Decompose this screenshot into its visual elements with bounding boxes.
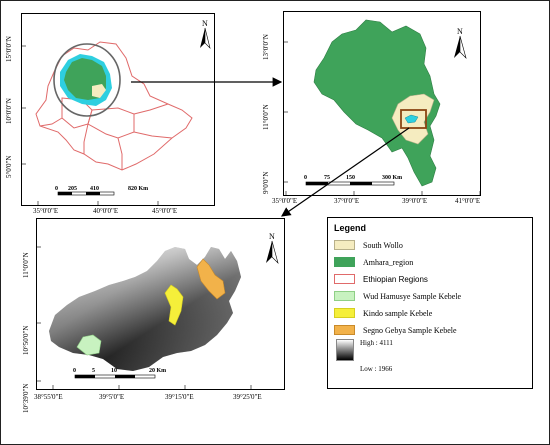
- lat-label: 10°39'0"N: [22, 383, 30, 413]
- legend-swatch: [334, 240, 355, 250]
- lon-label: 41°0'0"E: [455, 197, 481, 205]
- ethiopia-map-panel: N 0 205 410 820 Km: [21, 13, 215, 206]
- elevation-ramp: [336, 339, 354, 361]
- lat-label: 13°0'0"N: [262, 34, 270, 60]
- lat-label: 5°0'0"N: [5, 155, 13, 178]
- amhara-map: N 0 75 150 300 Km: [284, 19, 480, 195]
- lat-label: 10°0'0"N: [5, 98, 13, 124]
- lat-label: 11°0'0"N: [262, 104, 270, 130]
- legend-swatch: [334, 291, 355, 301]
- study-area-box: [400, 109, 427, 129]
- scale-tick: 0: [73, 368, 76, 374]
- north-label: N: [457, 27, 463, 36]
- lon-label: 45°0'0"E: [152, 207, 178, 215]
- legend-swatch: [334, 257, 355, 267]
- scale-tick: 20 Km: [149, 368, 166, 374]
- lat-label: 15°0'0"N: [5, 36, 13, 62]
- legend-item: Wud Hamusye Sample Kebele: [334, 289, 461, 303]
- scale-bar: 0 5 10 20 Km: [73, 368, 166, 379]
- scale-tick: 75: [324, 175, 330, 181]
- legend: Legend South Wollo Amhara_region Ethiopi…: [327, 217, 533, 389]
- legend-label: Amhara_region: [363, 257, 414, 267]
- lon-label: 37°0'0"E: [334, 197, 360, 205]
- elevation-low-label: Low : 1966: [360, 365, 393, 373]
- ethiopian-regions: [35, 41, 193, 171]
- legend-swatch: [334, 308, 355, 318]
- lat-label: 9°0'0"N: [262, 171, 270, 194]
- legend-label: Ethiopian Regions: [363, 274, 428, 284]
- elevation-high-label: High : 4111: [360, 339, 393, 347]
- lon-label: 39°15'0"E: [165, 393, 194, 401]
- segno-gebya-kebele: [196, 258, 226, 300]
- lat-label: 11°0'0"N: [22, 252, 30, 278]
- lon-label: 39°25'0"E: [233, 393, 262, 401]
- lon-label: 39°0'0"E: [402, 197, 428, 205]
- ethiopia-map: N 0 205 410 820 Km: [22, 19, 211, 205]
- scale-tick: 410: [90, 186, 99, 192]
- dem-map: N 0 5 10 20 Km: [37, 232, 279, 389]
- legend-label: South Wollo: [363, 240, 403, 250]
- scale-tick: 150: [346, 175, 355, 181]
- south-wollo-inset: [92, 84, 106, 98]
- legend-label: Segno Gebya Sample Kebele: [363, 325, 457, 335]
- scale-bar: 0 75 150 300 Km: [304, 175, 402, 186]
- scale-tick: 820 Km: [128, 186, 148, 192]
- scale-tick: 10: [111, 368, 117, 374]
- legend-swatch: [334, 274, 355, 284]
- legend-item: Ethiopian Regions: [334, 272, 428, 286]
- lon-label: 35°0'0"E: [272, 197, 298, 205]
- legend-swatch: [334, 325, 355, 335]
- legend-label: Wud Hamusye Sample Kebele: [363, 291, 462, 301]
- kindo-kebele: [164, 284, 184, 326]
- north-label: N: [269, 232, 275, 241]
- dem-shading: [49, 247, 241, 371]
- lon-label: 38°55'0"E: [34, 393, 63, 401]
- legend-item: Amhara_region: [334, 255, 413, 269]
- north-arrow-icon: [200, 27, 211, 49]
- scale-tick: 300 Km: [382, 175, 402, 181]
- study-area-inset: [404, 114, 419, 124]
- scale-tick: 0: [304, 175, 307, 181]
- lat-label: 10°50'0"N: [22, 325, 30, 355]
- scale-bar: 0 205 410 820 Km: [55, 186, 148, 196]
- north-label: N: [202, 19, 208, 28]
- legend-item: Kindo sample Kebele: [334, 306, 432, 320]
- scale-tick: 0: [55, 186, 58, 192]
- lon-label: 35°0'0"E: [33, 207, 59, 215]
- scale-tick: 205: [68, 186, 77, 192]
- lon-label: 40°0'0"E: [93, 207, 119, 215]
- legend-item: Segno Gebya Sample Kebele: [334, 323, 457, 337]
- scale-tick: 5: [92, 368, 95, 374]
- lon-label: 39°5'0"E: [99, 393, 125, 401]
- north-arrow-icon: [454, 35, 467, 60]
- wud-hamusye-kebele: [76, 334, 102, 356]
- dem-map-panel: N 0 5 10 20 Km: [36, 218, 285, 390]
- amhara-map-panel: N 0 75 150 300 Km: [283, 11, 481, 196]
- north-arrow-icon: [266, 240, 279, 265]
- legend-title: Legend: [334, 223, 367, 233]
- focus-circle: [53, 43, 121, 117]
- legend-label: Kindo sample Kebele: [363, 308, 433, 318]
- legend-item: South Wollo: [334, 238, 403, 252]
